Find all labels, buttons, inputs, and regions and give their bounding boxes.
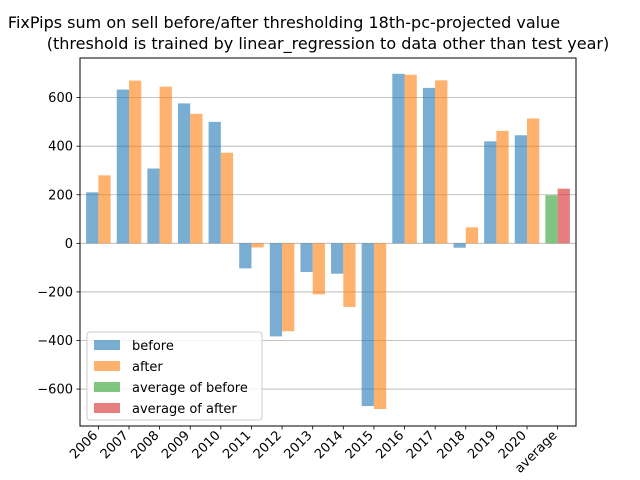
bar-before-2018 xyxy=(453,243,466,248)
bar-before-2015 xyxy=(361,243,374,407)
bar-before-2011 xyxy=(239,243,252,269)
bar-after-2011 xyxy=(251,243,264,248)
x-tick-label: 2006 xyxy=(67,428,101,462)
bar-after-2007 xyxy=(128,80,142,244)
y-tick-label: 600 xyxy=(48,91,73,106)
y-axis: −600 −400 −200 0 200 400 600 xyxy=(37,91,80,398)
bar-before-2014 xyxy=(331,243,344,274)
x-tick-label: 2013 xyxy=(282,428,316,462)
y-tick-label: −200 xyxy=(37,285,73,300)
bar-before-2017 xyxy=(422,87,436,244)
x-tick-label: 2019 xyxy=(465,428,499,462)
legend-label: average of after xyxy=(132,402,237,417)
bar-after-2020 xyxy=(527,118,540,244)
legend-swatch xyxy=(94,340,120,350)
y-tick-label: −400 xyxy=(37,334,73,349)
bar-after-2009 xyxy=(190,113,203,244)
x-tick-label: 2007 xyxy=(98,428,132,462)
bar-after-2019 xyxy=(496,130,509,244)
bar-before-2012 xyxy=(269,243,283,337)
legend-swatch xyxy=(94,403,120,413)
bar-before-2010 xyxy=(208,121,221,244)
y-tick-label: 400 xyxy=(48,140,73,155)
x-tick-label: 2016 xyxy=(373,428,407,462)
chart-title: FixPips sum on sell before/after thresho… xyxy=(8,13,560,32)
bar-after-2008 xyxy=(159,86,172,244)
x-tick-label: 2012 xyxy=(251,428,285,462)
bar-after-2018 xyxy=(465,227,479,244)
y-tick-label: −600 xyxy=(37,383,73,398)
bar-before-2006 xyxy=(86,192,99,244)
legend-swatch xyxy=(94,382,120,392)
bar-before-2016 xyxy=(392,73,405,244)
bar-after-2013 xyxy=(312,243,325,295)
bar-before-2020 xyxy=(514,135,528,244)
bar-before-2009 xyxy=(177,103,191,244)
chart-subtitle: (threshold is trained by linear_regressi… xyxy=(47,34,609,54)
bar-after-2012 xyxy=(282,243,295,332)
y-tick-label: 200 xyxy=(48,188,73,203)
bars xyxy=(86,73,570,409)
bar-before-2013 xyxy=(300,243,313,272)
x-tick-label: 2010 xyxy=(190,428,224,462)
x-tick-label: 2017 xyxy=(404,428,438,462)
legend: before after average of before average of a… xyxy=(86,331,263,421)
x-tick-label: 2015 xyxy=(343,428,377,462)
legend-swatch xyxy=(94,361,120,371)
bar-average-of-before-average xyxy=(545,195,558,244)
x-axis: 2006200720082009201020112012201320142015… xyxy=(67,426,560,476)
x-tick-label: 2009 xyxy=(159,428,193,462)
y-tick-label: 0 xyxy=(65,237,73,252)
bar-before-2007 xyxy=(116,89,129,244)
bar-after-2010 xyxy=(220,152,234,244)
bar-after-2016 xyxy=(404,74,417,244)
x-tick-label: 2011 xyxy=(220,428,254,462)
legend-label: average of before xyxy=(132,381,248,396)
bar-after-2014 xyxy=(343,243,356,307)
bar-after-2006 xyxy=(98,175,111,244)
legend-box xyxy=(86,331,263,421)
bar-before-2019 xyxy=(484,141,497,244)
plot-frame xyxy=(79,57,577,427)
bar-average-of-after-average xyxy=(557,188,570,244)
legend-label: before xyxy=(132,339,174,354)
x-tick-label: 2018 xyxy=(435,428,469,462)
bar-after-2015 xyxy=(373,243,387,409)
x-tick-label: 2008 xyxy=(128,428,162,462)
x-tick-label: 2014 xyxy=(312,428,346,462)
bar-after-2017 xyxy=(435,80,448,244)
legend-label: after xyxy=(132,360,163,375)
bar-before-2008 xyxy=(147,168,160,244)
